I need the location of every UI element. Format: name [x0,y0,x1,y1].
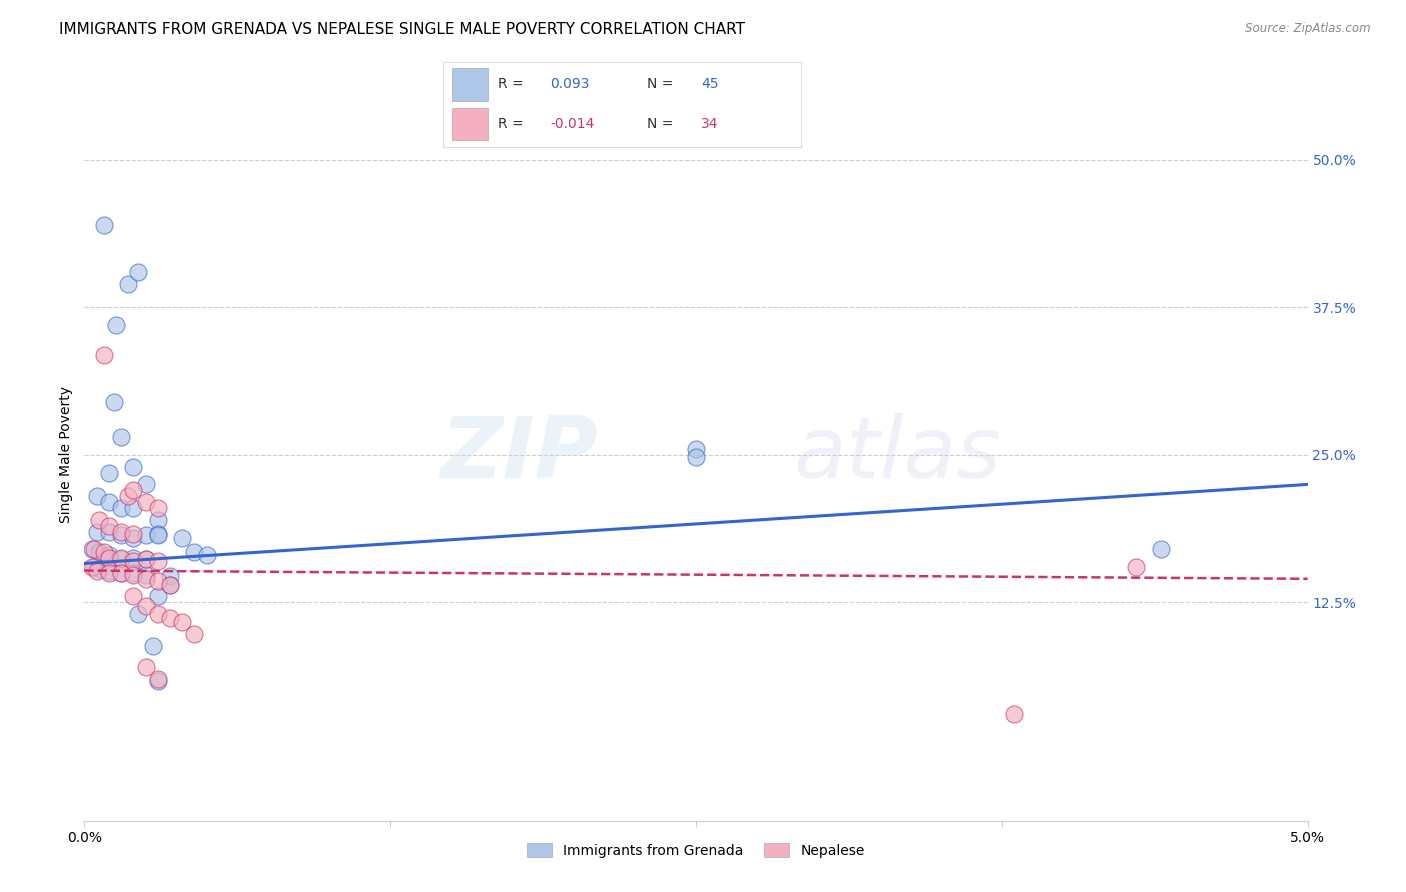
Point [122,590,145,604]
Point [93,218,115,232]
Point [146,528,169,542]
Point [97,495,120,509]
Point [135,551,157,566]
Point [97,518,120,533]
Point [146,674,169,689]
Point [135,599,157,613]
Point [97,524,120,539]
Text: Source: ZipAtlas.com: Source: ZipAtlas.com [1246,22,1371,36]
Point [159,577,181,591]
Point [127,265,149,279]
Point [97,564,120,578]
Point [146,574,169,589]
Point [135,477,157,491]
Point [110,430,132,444]
Point [90,562,112,576]
Point [146,607,169,622]
Point [159,577,181,591]
Text: R =: R = [499,118,529,131]
Point [122,527,145,541]
Point [80,542,103,557]
Legend: Immigrants from Grenada, Nepalese: Immigrants from Grenada, Nepalese [520,836,872,865]
Point [87,544,110,558]
Point [685,450,707,465]
Text: N =: N = [647,118,678,131]
Point [110,528,132,542]
Point [127,607,149,622]
Point [146,672,169,686]
Text: R =: R = [499,78,529,92]
Point [146,554,169,568]
Point [142,639,165,653]
Point [110,566,132,580]
Point [117,277,139,291]
Point [1125,560,1147,574]
Point [146,527,169,541]
Point [135,568,157,582]
Point [110,550,132,565]
Point [146,513,169,527]
Point [117,489,139,503]
Point [685,442,707,456]
Point [110,501,132,516]
Text: ZIP: ZIP [440,413,598,497]
FancyBboxPatch shape [451,108,488,140]
Point [105,318,128,333]
Point [103,394,125,409]
Point [97,548,120,562]
Point [97,550,120,565]
Point [159,611,181,625]
Text: 0.093: 0.093 [551,78,591,92]
Text: 45: 45 [702,78,718,92]
Point [146,590,169,604]
Point [83,542,105,557]
Point [1150,542,1173,557]
Point [135,660,157,674]
FancyBboxPatch shape [451,69,488,101]
Point [146,501,169,516]
Point [195,548,218,562]
Y-axis label: Single Male Poverty: Single Male Poverty [59,386,73,524]
Point [183,544,205,558]
Point [172,615,194,630]
Point [183,627,205,641]
Text: IMMIGRANTS FROM GRENADA VS NEPALESE SINGLE MALE POVERTY CORRELATION CHART: IMMIGRANTS FROM GRENADA VS NEPALESE SING… [59,22,745,37]
Point [86,564,108,578]
Text: atlas: atlas [794,413,1002,497]
Point [122,554,145,568]
Point [135,528,157,542]
Point [135,572,157,586]
Point [1002,707,1025,722]
Point [172,531,194,545]
Point [122,459,145,474]
Point [97,466,120,480]
Point [110,524,132,539]
Point [122,501,145,516]
Point [97,566,120,580]
Text: -0.014: -0.014 [551,118,595,131]
Point [86,489,108,503]
Point [135,495,157,509]
Point [86,524,108,539]
Point [159,569,181,583]
Point [87,513,110,527]
Text: N =: N = [647,78,678,92]
Point [83,560,105,574]
Point [122,568,145,582]
Text: 34: 34 [702,118,718,131]
Point [122,550,145,565]
Point [110,566,132,580]
Point [122,531,145,545]
Point [80,560,103,574]
Point [122,483,145,498]
Point [122,566,145,580]
Point [93,348,115,362]
Point [135,551,157,566]
Point [93,544,115,558]
Point [110,551,132,566]
